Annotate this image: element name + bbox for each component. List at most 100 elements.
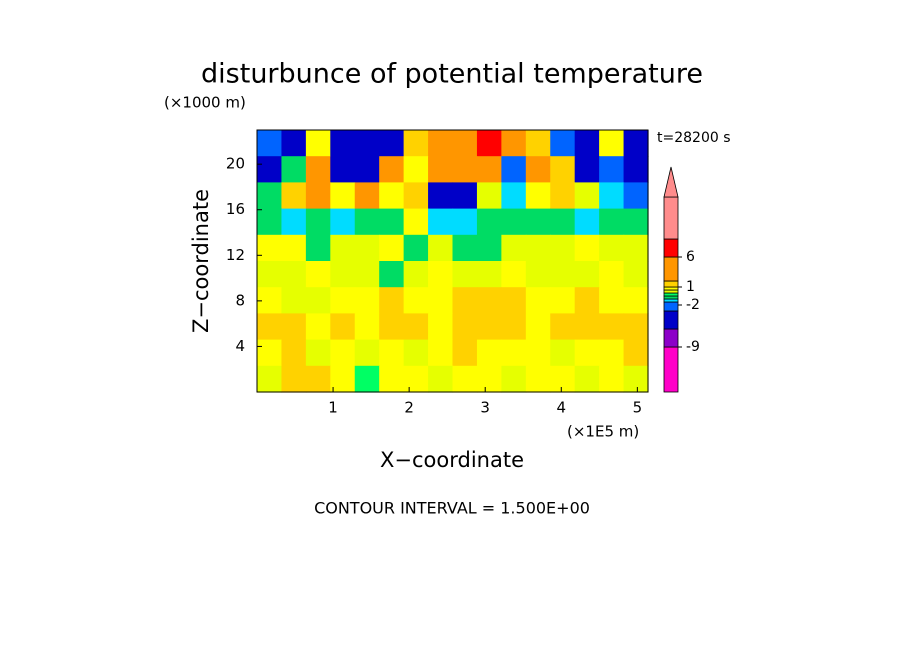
x-axis-label: X−coordinate	[380, 448, 524, 472]
contour-cell	[281, 234, 307, 262]
contour-cell	[257, 130, 283, 157]
contour-cell	[550, 208, 576, 236]
contour-cell	[550, 261, 576, 288]
contour-cell	[623, 287, 649, 314]
contour-cell	[501, 130, 527, 157]
contour-cell	[623, 261, 649, 288]
contour-cell	[305, 287, 331, 314]
contour-cell	[501, 287, 527, 314]
contour-cell	[525, 156, 551, 183]
contour-cell	[403, 208, 429, 236]
contour-cell	[379, 208, 405, 236]
contour-cell	[574, 313, 600, 341]
time-label: t=28200 s	[657, 130, 731, 146]
colorbar: -9 -2 1 6	[663, 166, 700, 393]
contour-cell	[574, 287, 600, 314]
contour-cell	[476, 234, 502, 262]
contour-cell	[281, 339, 307, 367]
contour-cell	[501, 234, 527, 262]
contour-cell	[452, 234, 478, 262]
contour-cell	[525, 208, 551, 236]
contour-cell	[305, 156, 331, 183]
contour-cell	[501, 156, 527, 183]
contour-cell	[550, 234, 576, 262]
contour-cell	[623, 234, 649, 262]
contour-cell	[452, 261, 478, 288]
contour-cell	[525, 365, 551, 393]
contour-cell	[599, 287, 625, 314]
contour-cell	[281, 287, 307, 314]
contour-cell	[305, 313, 331, 341]
contour-cell	[623, 313, 649, 341]
y-tick-label: 16	[226, 200, 245, 218]
contour-cell	[599, 208, 625, 236]
contour-cell	[599, 234, 625, 262]
contour-cell	[623, 365, 649, 393]
contour-cell	[305, 261, 331, 288]
contour-cell	[525, 287, 551, 314]
contour-cell	[257, 182, 283, 210]
colorbar-segment	[663, 328, 679, 348]
contour-cell	[379, 261, 405, 288]
contour-cell	[428, 313, 454, 341]
contour-cell	[354, 130, 380, 157]
contour-cell	[354, 261, 380, 288]
contour-cell	[257, 339, 283, 367]
contour-cell	[403, 182, 429, 210]
contour-cell	[379, 182, 405, 210]
contour-cell	[501, 313, 527, 341]
contour-cell	[550, 130, 576, 157]
contour-cell	[281, 261, 307, 288]
contour-cell	[257, 234, 283, 262]
contour-cell	[452, 208, 478, 236]
contour-cell	[550, 365, 576, 393]
contour-cell	[452, 339, 478, 367]
contour-cell	[501, 208, 527, 236]
contour-cell	[501, 365, 527, 393]
contour-cell	[305, 130, 331, 157]
contour-cell	[623, 208, 649, 236]
contour-cell	[354, 234, 380, 262]
contour-cell	[525, 339, 551, 367]
contour-cell	[330, 234, 356, 262]
contour-cell	[354, 182, 380, 210]
contour-cell	[550, 339, 576, 367]
contour-cell	[354, 208, 380, 236]
contour-cell	[476, 208, 502, 236]
contour-cell	[428, 339, 454, 367]
contour-cell	[305, 339, 331, 367]
contour-cell	[379, 156, 405, 183]
contour-cell	[428, 156, 454, 183]
colorbar-segment	[663, 310, 679, 330]
contour-cell	[452, 130, 478, 157]
footer: CONTOUR INTERVAL = 1.500E+00	[314, 499, 590, 518]
contour-cell	[354, 365, 380, 393]
y-tick-label: 12	[226, 246, 245, 264]
colorbar-segment	[663, 292, 679, 297]
contour-cell	[452, 156, 478, 183]
contour-cell	[428, 261, 454, 288]
contour-cell	[428, 208, 454, 236]
contour-cell	[257, 313, 283, 341]
contour-cell	[379, 234, 405, 262]
contour-cell	[501, 339, 527, 367]
colorbar-segment	[663, 346, 679, 393]
contour-cell	[428, 365, 454, 393]
y-tick-label: 20	[226, 155, 245, 173]
contour-cell	[281, 208, 307, 236]
contour-cell	[452, 313, 478, 341]
contour-cell	[305, 182, 331, 210]
field	[257, 130, 649, 393]
contour-cell	[452, 182, 478, 210]
contour-cell	[574, 182, 600, 210]
contour-cell	[574, 208, 600, 236]
contour-cell	[599, 130, 625, 157]
contour-cell	[330, 287, 356, 314]
contour-cell	[525, 234, 551, 262]
colorbar-segment	[663, 298, 679, 303]
contour-cell	[550, 182, 576, 210]
contour-cell	[403, 234, 429, 262]
contour-cell	[599, 313, 625, 341]
contour-cell	[599, 339, 625, 367]
contour-cell	[574, 339, 600, 367]
